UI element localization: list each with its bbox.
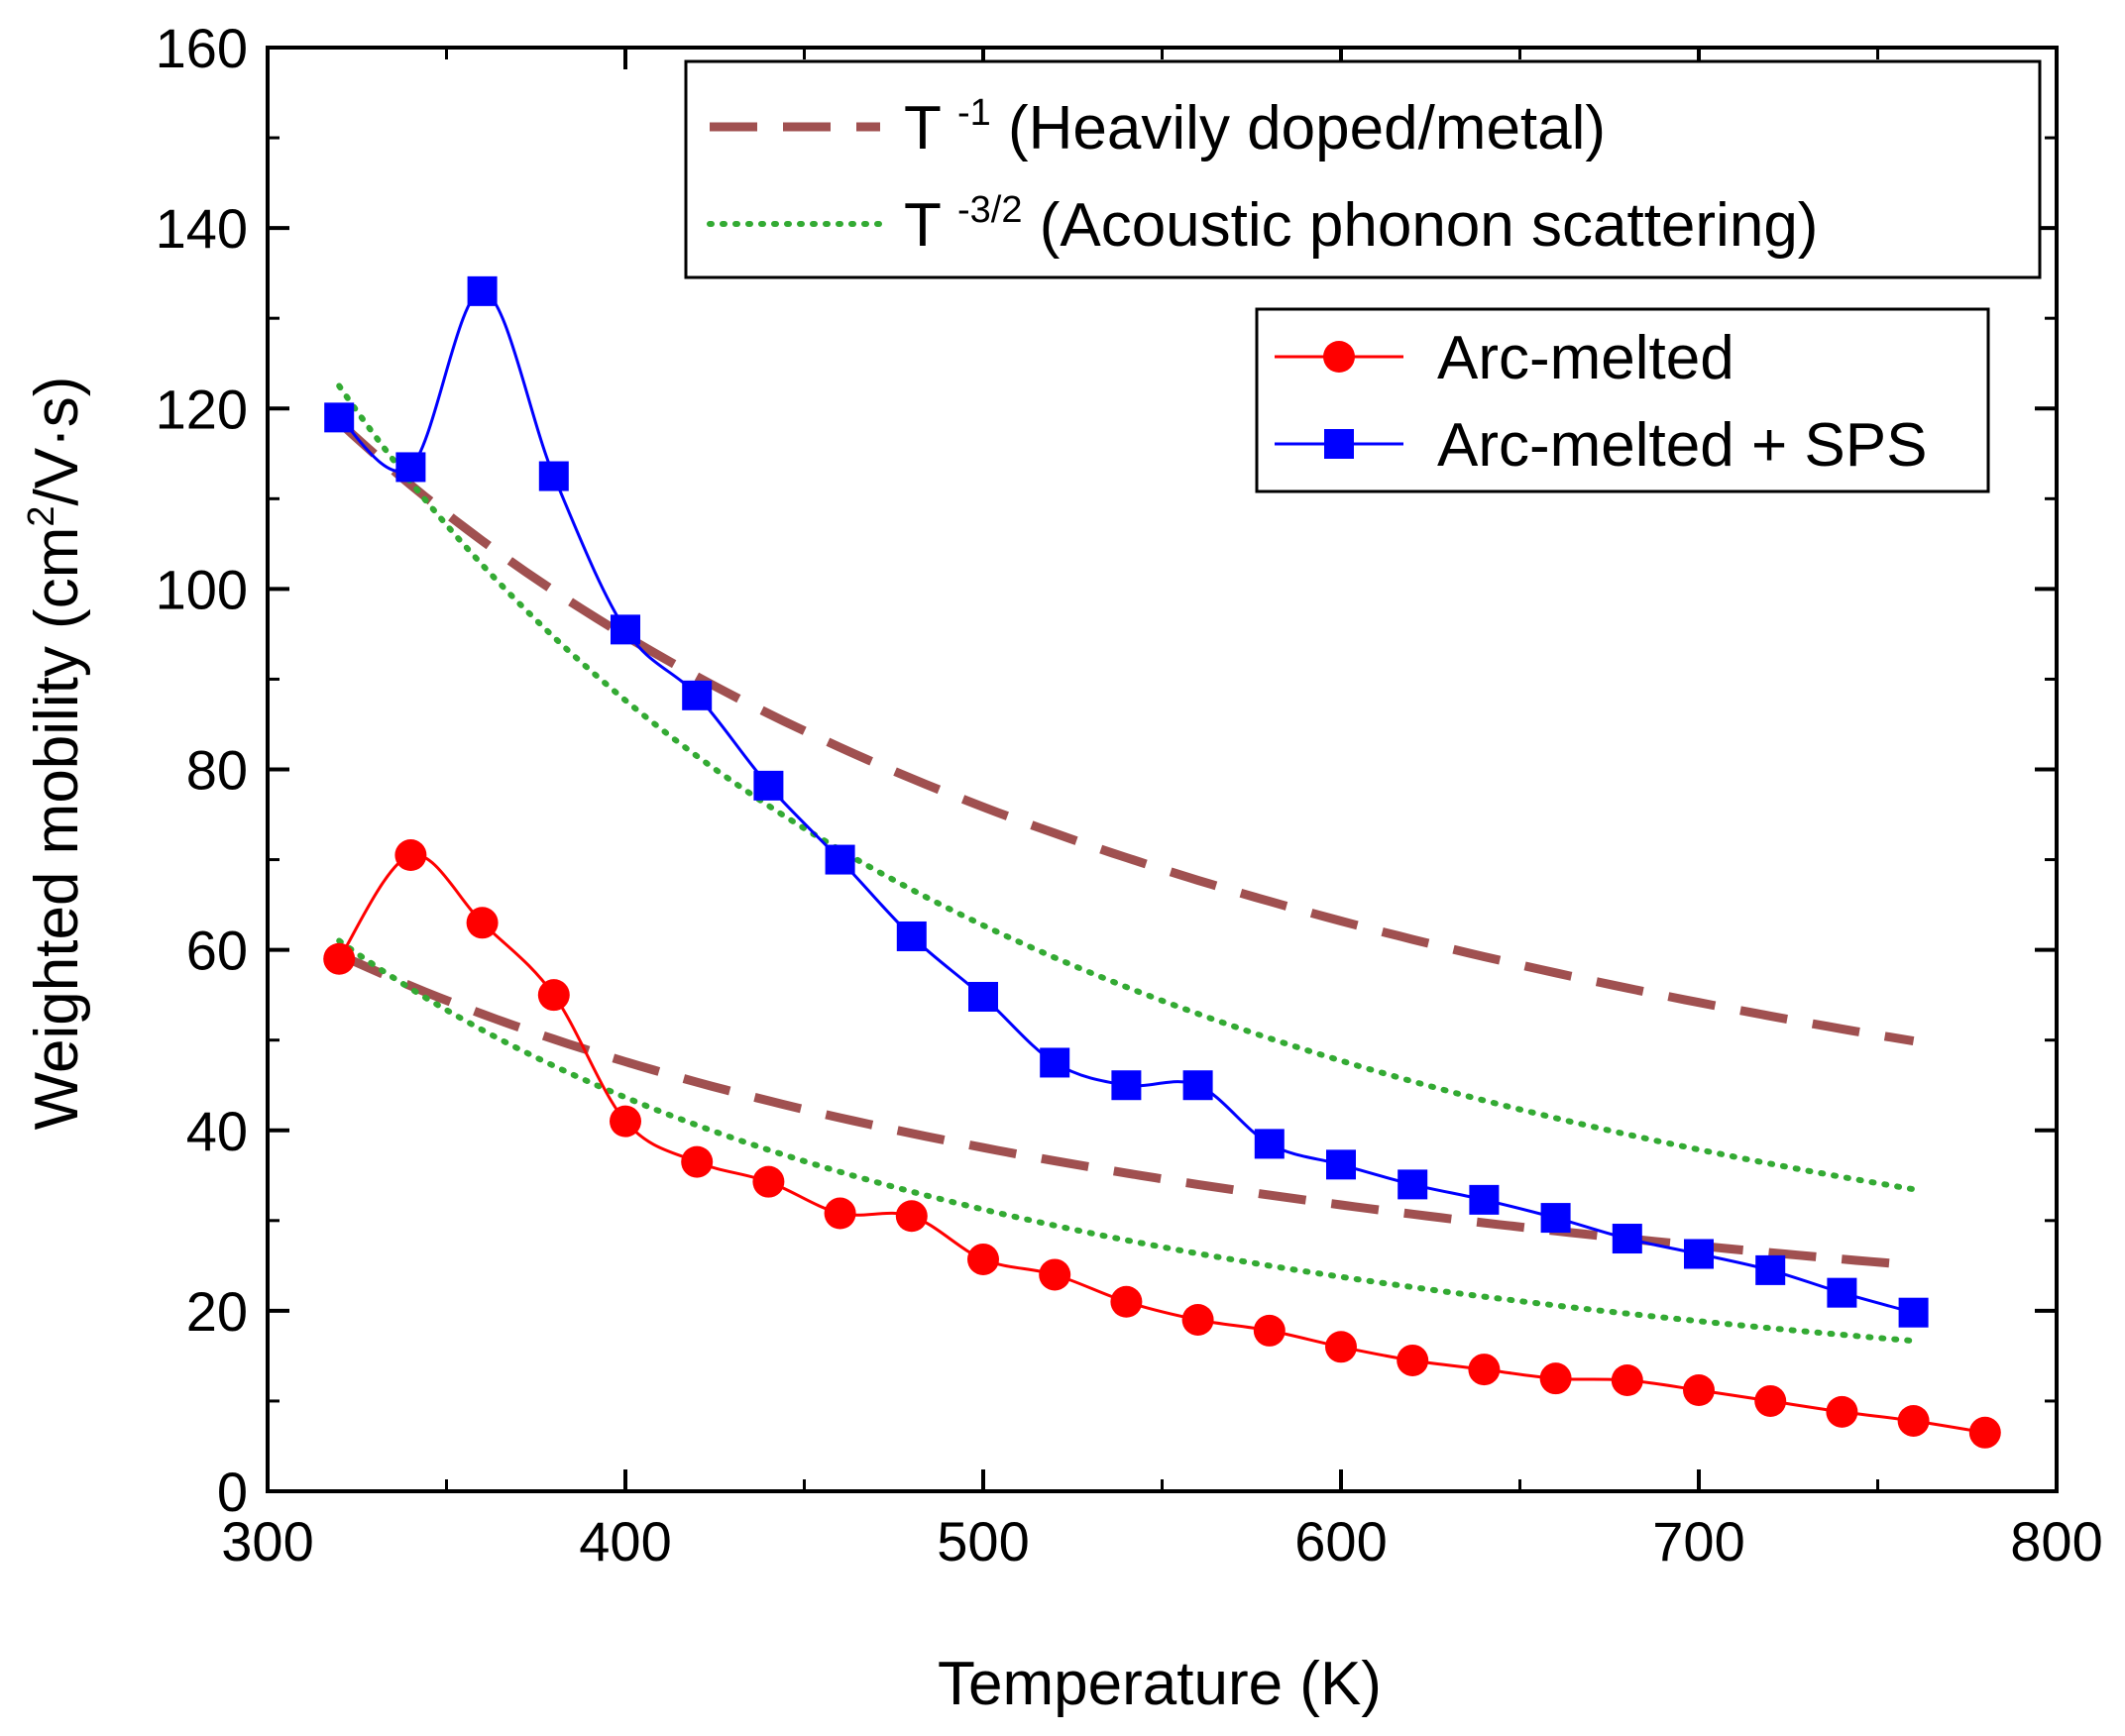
y-tick-label: 140 — [156, 197, 248, 260]
reference-curve-t-1-lower — [337, 950, 1914, 1270]
data-point-arc-melted-sps — [1755, 1254, 1786, 1285]
legend-label-series: Arc-melted — [1437, 324, 1734, 392]
data-point-arc-melted-sps — [1469, 1184, 1500, 1215]
data-point-arc-melted — [1110, 1285, 1143, 1318]
data-point-arc-melted-sps — [1898, 1297, 1929, 1328]
data-point-arc-melted-sps — [1040, 1047, 1070, 1078]
data-point-arc-melted-sps — [896, 921, 927, 951]
data-point-arc-melted — [1897, 1404, 1930, 1437]
data-point-arc-melted — [1325, 1331, 1357, 1363]
data-point-arc-melted-sps — [467, 275, 498, 306]
data-point-arc-melted — [537, 979, 570, 1012]
data-point-arc-melted — [1754, 1384, 1787, 1417]
data-point-arc-melted — [1683, 1374, 1715, 1407]
data-point-arc-melted-sps — [324, 402, 355, 433]
data-point-arc-melted-sps — [1111, 1070, 1142, 1101]
data-point-arc-melted — [1968, 1416, 2001, 1449]
y-tick-label: 0 — [217, 1461, 248, 1523]
reference-curves-layer — [336, 382, 1917, 1345]
data-point-arc-melted-sps — [611, 614, 640, 645]
data-point-arc-melted-sps — [825, 844, 855, 875]
axes-layer: 300 400 500 600 700 800 0 20 40 60 80 100 120 140 160 — [156, 17, 2103, 1573]
data-point-arc-melted — [466, 907, 499, 939]
data-point-arc-melted — [323, 942, 356, 975]
x-tick-label: 600 — [1294, 1510, 1387, 1573]
y-tick-label: 120 — [156, 378, 248, 440]
x-axis-title: Temperature (K) — [938, 1650, 1382, 1718]
legend-marker-circle — [1323, 341, 1355, 373]
data-point-arc-melted — [1826, 1395, 1858, 1428]
data-point-arc-melted — [824, 1197, 856, 1230]
y-tick-label: 100 — [156, 558, 248, 620]
legend-label-t-inverse: T -1 (Heavily doped/metal) — [904, 92, 1606, 163]
data-point-arc-melted-sps — [1540, 1203, 1571, 1234]
data-point-arc-melted — [1468, 1354, 1501, 1386]
reference-curve-t-3-2-lower — [336, 937, 1917, 1345]
series-layer — [323, 275, 2001, 1449]
data-point-arc-melted-sps — [1684, 1239, 1714, 1269]
legend-box-top — [684, 59, 2042, 279]
x-tick-label: 700 — [1652, 1510, 1744, 1573]
data-point-arc-melted — [1039, 1258, 1071, 1291]
data-point-arc-melted — [1181, 1303, 1214, 1336]
data-point-arc-melted-sps — [1182, 1070, 1213, 1101]
reference-curve-t-3-2-upper — [336, 382, 1917, 1193]
data-point-arc-melted — [681, 1145, 714, 1178]
data-point-arc-melted — [752, 1165, 785, 1198]
legend-label-series: Arc-melted + SPS — [1437, 411, 1927, 480]
data-point-arc-melted — [610, 1105, 641, 1138]
data-point-arc-melted — [967, 1243, 999, 1275]
data-point-arc-melted — [1611, 1363, 1643, 1396]
reference-curve-t-1-upper — [336, 418, 1915, 1046]
data-point-arc-melted — [1397, 1344, 1429, 1376]
y-tick-label: 80 — [186, 739, 248, 802]
x-tick-label: 500 — [937, 1510, 1029, 1573]
data-point-arc-melted — [1539, 1362, 1572, 1395]
data-point-arc-melted-sps — [753, 770, 784, 801]
data-point-arc-melted — [394, 839, 427, 872]
data-point-arc-melted-sps — [1827, 1277, 1857, 1308]
data-point-arc-melted-sps — [395, 452, 426, 483]
y-tick-label: 60 — [186, 920, 248, 982]
legend-marker-square — [1324, 429, 1354, 459]
data-point-arc-melted-sps — [968, 981, 998, 1012]
data-point-arc-melted-sps — [1612, 1224, 1642, 1254]
y-tick-label: 40 — [186, 1100, 248, 1162]
legend-layer: T -1 (Heavily doped/metal) T -3/2 (Acoust… — [684, 59, 2042, 493]
data-point-arc-melted — [895, 1200, 928, 1233]
data-point-arc-melted-sps — [538, 461, 569, 491]
y-tick-label: 160 — [156, 17, 248, 79]
y-axis-title: Weighted mobility (cm2/V·s) — [21, 377, 91, 1131]
legend-label-t-three-halves: T -3/2 (Acoustic phonon scattering) — [904, 189, 1818, 260]
legend-box-series — [1255, 307, 1990, 493]
data-point-arc-melted-sps — [1326, 1149, 1356, 1180]
series-line-arc-melted — [337, 853, 1986, 1435]
x-tick-label: 400 — [579, 1510, 671, 1573]
data-point-arc-melted-sps — [682, 680, 713, 710]
x-tick-label: 300 — [221, 1510, 313, 1573]
x-tick-label: 800 — [2010, 1510, 2102, 1573]
data-point-arc-melted — [1253, 1314, 1286, 1347]
y-tick-label: 20 — [186, 1280, 248, 1343]
data-point-arc-melted-sps — [1398, 1169, 1428, 1200]
data-point-arc-melted-sps — [1254, 1129, 1285, 1159]
